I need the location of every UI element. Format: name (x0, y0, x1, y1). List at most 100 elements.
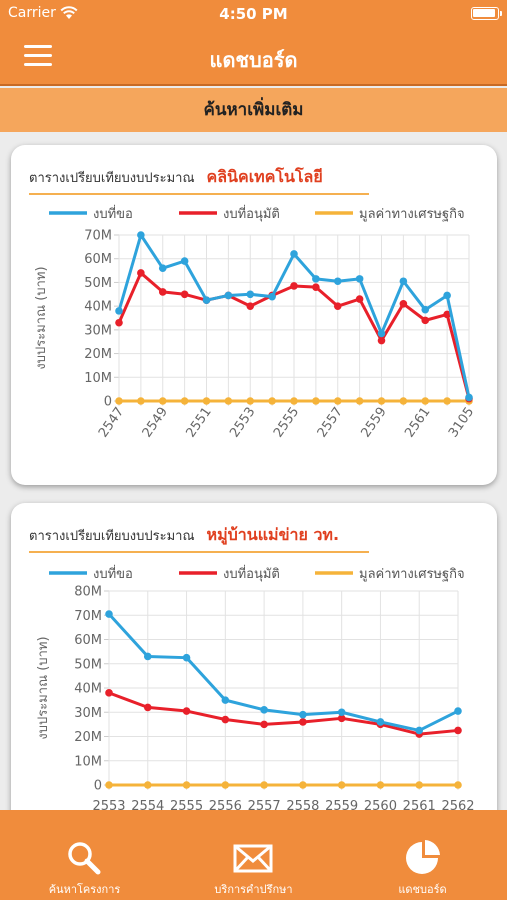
data-point (454, 726, 462, 735)
chart-project-name: คลินิคเทคโนโลยี (206, 167, 323, 186)
data-point (182, 707, 191, 715)
y-tick-label: 10M (84, 371, 112, 386)
chart-caption: ตารางเปรียบเทียบงบประมาณ (29, 171, 195, 186)
y-tick-label: 20M (74, 730, 102, 745)
data-point (221, 715, 230, 724)
wifi-icon (60, 6, 78, 19)
chart-card-clinic: ตารางเปรียบเทียบงบประมาณ คลินิคเทคโนโลยี … (11, 145, 497, 485)
y-tick-label: 80M (74, 585, 102, 600)
status-bar: Carrier 4:50 PM (0, 0, 507, 28)
tab-label: ค้นหาโครงการ (48, 883, 121, 896)
data-point (465, 393, 473, 402)
data-point (443, 310, 451, 319)
x-tick-label: 3105 (446, 405, 477, 441)
x-tick-label: 2547 (96, 405, 127, 441)
header-underline (29, 551, 369, 553)
data-point (105, 689, 113, 697)
data-point (299, 718, 307, 726)
data-point (143, 652, 152, 661)
dashboard-icon (406, 840, 440, 874)
menu-icon[interactable] (24, 45, 52, 67)
legend-label: งบที่ขอ (93, 565, 133, 582)
data-point (137, 269, 145, 277)
data-point (312, 397, 320, 405)
data-point (333, 397, 342, 405)
y-tick-label: 40M (84, 300, 112, 315)
y-tick-label: 60M (74, 633, 102, 648)
data-point (337, 781, 346, 789)
data-point (115, 307, 123, 315)
data-point (355, 397, 364, 405)
data-point (246, 290, 255, 299)
data-point (312, 283, 320, 291)
x-tick-label: 2555 (271, 405, 302, 441)
tab-label: แดชบอร์ด (398, 883, 447, 896)
data-point (454, 781, 462, 789)
x-tick-label: 2557 (315, 405, 346, 441)
y-tick-label: 20M (84, 347, 112, 362)
data-point (377, 329, 386, 338)
data-point (421, 316, 430, 325)
data-point (355, 275, 364, 283)
legend-label: งบที่อนุมัติ (223, 205, 280, 222)
data-point (158, 288, 167, 296)
data-point (221, 781, 230, 789)
chart-project-name: หมู่บ้านแม่ข่าย วท. (206, 525, 340, 544)
data-point (399, 397, 408, 405)
y-axis-title: งบประมาณ (บาท) (36, 636, 51, 739)
chart-header: ตารางเปรียบเทียบงบประมาณ คลินิคเทคโนโลยี (29, 165, 323, 190)
search-icon (68, 842, 101, 875)
y-axis-title: งบประมาณ (บาท) (34, 266, 49, 369)
data-point (376, 718, 385, 726)
data-point (260, 706, 268, 714)
data-point (105, 781, 113, 789)
chart-header: ตารางเปรียบเทียบงบประมาณ หมู่บ้านแม่ข่าย … (29, 523, 339, 548)
data-point (415, 726, 424, 735)
y-tick-label: 50M (84, 276, 112, 291)
series-line (108, 691, 459, 736)
legend-label: งบที่ขอ (93, 205, 133, 222)
data-point (221, 696, 230, 704)
data-point (299, 781, 307, 789)
data-point (224, 291, 233, 300)
data-point (337, 708, 346, 717)
tab-label: บริการคำปรึกษา (214, 883, 293, 896)
data-point (260, 781, 268, 789)
data-point (260, 720, 268, 729)
data-point (421, 397, 430, 405)
y-tick-label: 30M (84, 323, 112, 338)
y-tick-label: 70M (84, 229, 112, 244)
data-point (224, 397, 233, 405)
search-more-button[interactable]: ค้นหาเพิ่มเติม (0, 88, 507, 132)
data-point (182, 653, 191, 662)
data-point (377, 336, 386, 345)
data-point (333, 302, 342, 310)
data-point (180, 257, 189, 265)
x-tick-label: 2553 (227, 405, 258, 441)
tab-consulting[interactable]: บริการคำปรึกษา (169, 810, 338, 900)
data-point (290, 250, 298, 258)
x-tick-label: 2559 (359, 405, 390, 441)
data-point (115, 318, 123, 327)
data-point (333, 277, 342, 286)
tab-search-projects[interactable]: ค้นหาโครงการ (0, 810, 169, 900)
x-tick-label: 2561 (402, 405, 433, 441)
data-point (137, 397, 145, 405)
y-tick-label: 50M (74, 657, 102, 672)
header-underline (29, 193, 369, 195)
data-point (180, 290, 189, 299)
data-point (202, 397, 211, 405)
tab-dashboard[interactable]: แดชบอร์ด (338, 810, 507, 900)
data-point (143, 781, 152, 789)
data-point (443, 397, 451, 405)
data-point (376, 781, 385, 789)
y-tick-label: 70M (74, 609, 102, 624)
data-point (143, 703, 152, 712)
y-tick-label: 0 (94, 779, 102, 794)
data-point (415, 781, 424, 789)
page-title: แดชบอร์ด (209, 48, 298, 72)
tab-bar: ค้นหาโครงการ บริการคำปรึกษา แดชบอร์ด (0, 810, 507, 900)
data-point (105, 610, 113, 618)
legend-label: มูลค่าทางเศรษฐกิจ (359, 207, 465, 222)
clock: 4:50 PM (219, 5, 288, 23)
